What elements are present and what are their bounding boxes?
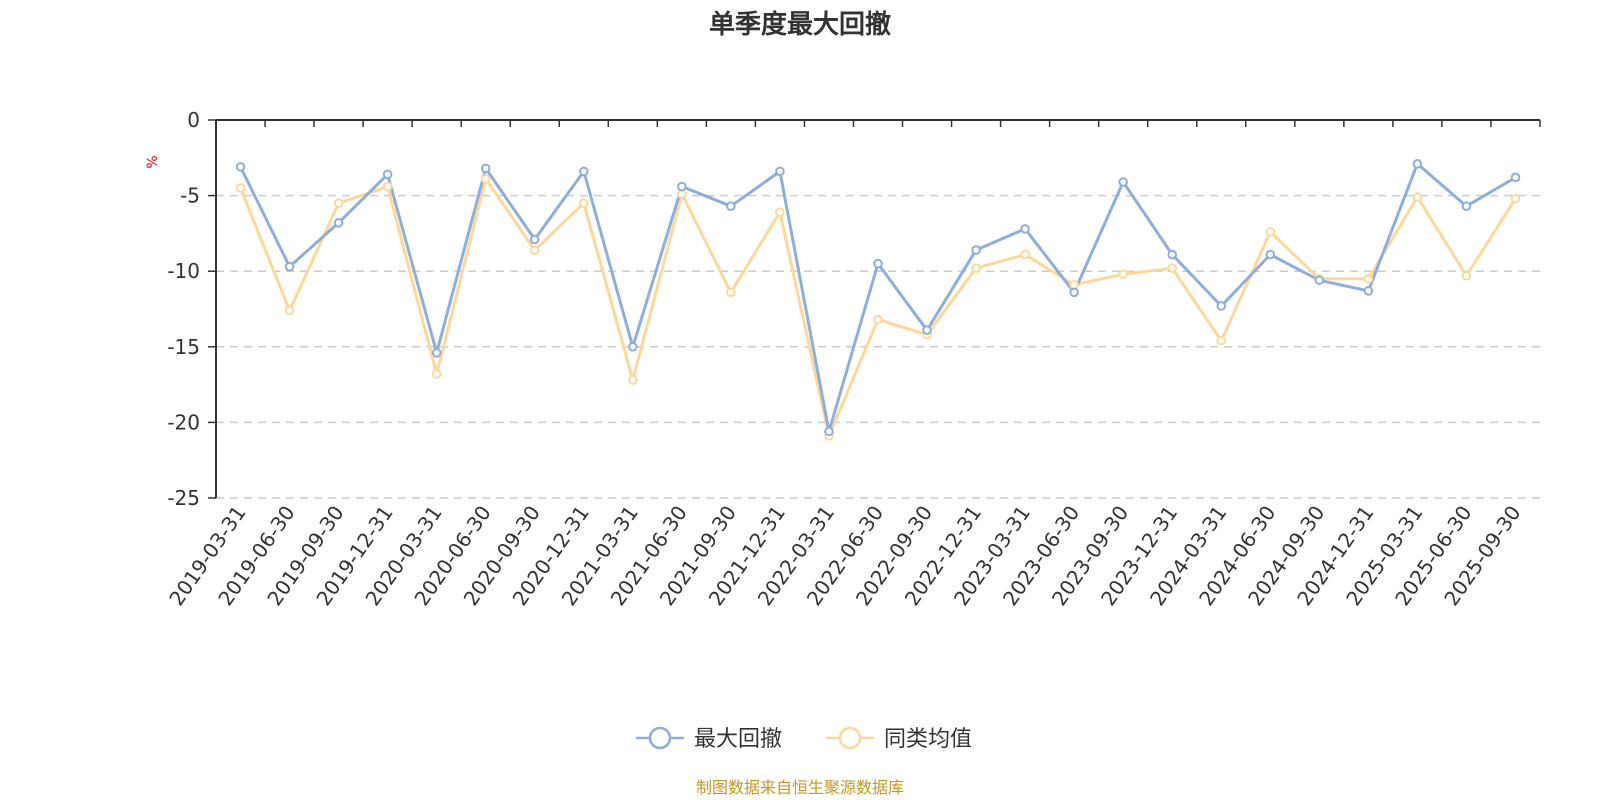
axes: 0-5-10-15-20-252019-03-312019-06-302019-… bbox=[164, 108, 1541, 610]
data-point[interactable] bbox=[333, 198, 344, 208]
y-tick-label: 0 bbox=[187, 108, 200, 132]
data-point[interactable] bbox=[235, 162, 246, 172]
data-point[interactable] bbox=[1069, 287, 1079, 298]
data-point[interactable] bbox=[971, 263, 981, 273]
data-point[interactable] bbox=[1118, 177, 1128, 187]
legend-label: 同类均值 bbox=[884, 727, 972, 752]
data-point[interactable] bbox=[873, 258, 883, 269]
data-point[interactable] bbox=[431, 369, 442, 379]
data-point[interactable] bbox=[677, 189, 687, 199]
data-point[interactable] bbox=[284, 261, 295, 272]
data-point[interactable] bbox=[1510, 172, 1521, 183]
y-tick-label: -25 bbox=[167, 486, 200, 510]
data-point[interactable] bbox=[775, 207, 785, 218]
y-axis-unit: % bbox=[145, 155, 161, 168]
source-note: 制图数据来自恒生聚源数据库 bbox=[696, 778, 904, 797]
data-point[interactable] bbox=[824, 426, 834, 437]
data-point[interactable] bbox=[1363, 273, 1374, 284]
data-point[interactable] bbox=[1461, 201, 1472, 211]
data-point[interactable] bbox=[1265, 249, 1276, 260]
data-point[interactable] bbox=[284, 305, 295, 316]
data-point[interactable] bbox=[1363, 286, 1374, 296]
chart-title: 单季度最大回撤 bbox=[709, 9, 891, 40]
data-point[interactable] bbox=[1461, 270, 1472, 281]
y-tick-label: -15 bbox=[167, 335, 200, 359]
data-point[interactable] bbox=[529, 245, 540, 255]
data-point[interactable] bbox=[775, 166, 785, 177]
series-line bbox=[239, 177, 1517, 438]
data-point[interactable] bbox=[382, 169, 393, 180]
data-point[interactable] bbox=[1510, 193, 1521, 204]
grid-lines bbox=[216, 194, 1540, 499]
y-tick-label: -20 bbox=[167, 410, 200, 434]
data-point[interactable] bbox=[1020, 249, 1030, 260]
data-point[interactable] bbox=[1069, 280, 1079, 290]
data-point[interactable] bbox=[628, 375, 638, 385]
data-point[interactable] bbox=[529, 234, 540, 245]
data-point[interactable] bbox=[1314, 275, 1325, 286]
data-point[interactable] bbox=[235, 183, 246, 193]
data-point[interactable] bbox=[1020, 224, 1030, 234]
data-point[interactable] bbox=[1265, 227, 1276, 237]
data-point[interactable] bbox=[1216, 301, 1227, 311]
legend-marker-icon bbox=[648, 726, 672, 750]
data-point[interactable] bbox=[726, 287, 736, 298]
data-point[interactable] bbox=[726, 201, 736, 211]
series-layer bbox=[235, 159, 1521, 441]
legend-label: 最大回撤 bbox=[694, 727, 782, 752]
series-line bbox=[239, 162, 1517, 433]
data-point[interactable] bbox=[1412, 192, 1423, 202]
y-tick-label: -10 bbox=[167, 259, 200, 283]
data-point[interactable] bbox=[1167, 249, 1178, 260]
data-point[interactable] bbox=[971, 245, 981, 255]
data-point[interactable] bbox=[677, 181, 687, 192]
data-point[interactable] bbox=[431, 348, 442, 358]
data-point[interactable] bbox=[578, 198, 589, 208]
data-point[interactable] bbox=[382, 181, 393, 192]
legend-marker-icon bbox=[838, 726, 862, 750]
data-point[interactable] bbox=[1167, 263, 1178, 273]
data-point[interactable] bbox=[480, 174, 491, 184]
y-tick-label: -5 bbox=[180, 184, 200, 208]
legend-item[interactable]: 最大回撤 bbox=[636, 726, 782, 752]
data-point[interactable] bbox=[333, 218, 344, 228]
data-point[interactable] bbox=[578, 166, 589, 177]
data-point[interactable] bbox=[1412, 159, 1423, 169]
legend[interactable]: 最大回撤 同类均值 bbox=[636, 726, 972, 752]
data-point[interactable] bbox=[1118, 269, 1128, 280]
data-point[interactable] bbox=[480, 163, 491, 174]
legend-item[interactable]: 同类均值 bbox=[826, 726, 972, 752]
data-point[interactable] bbox=[873, 314, 883, 325]
data-point[interactable] bbox=[1216, 335, 1227, 346]
data-point[interactable] bbox=[922, 325, 932, 335]
data-point[interactable] bbox=[628, 342, 638, 352]
